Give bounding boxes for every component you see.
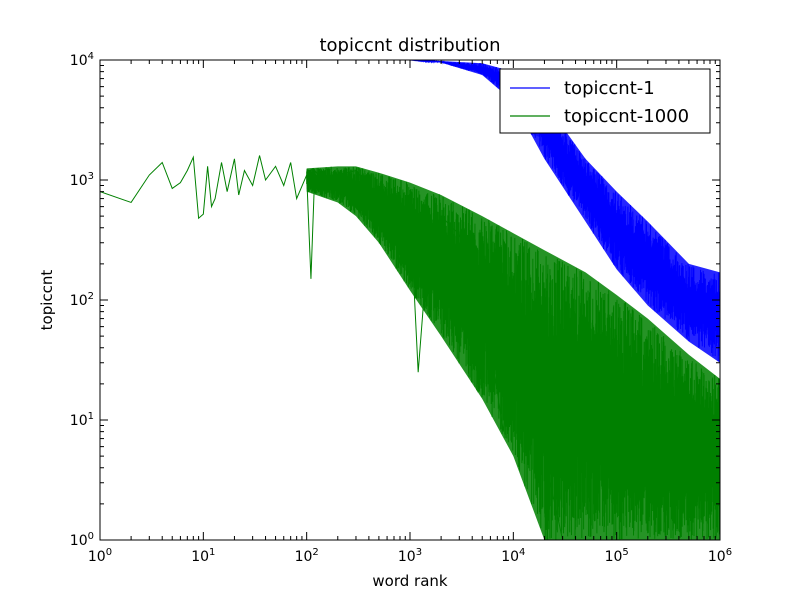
y-tick-label-3: 103 [70,171,94,189]
x-axis-label: word rank [372,572,448,590]
series-band-fill-0 [100,60,720,363]
series-band-fill-1 [306,166,720,540]
x-tick-label-3: 103 [398,547,422,565]
legend-label-1: topiccnt-1000 [564,106,689,127]
y-tick-label-2: 102 [70,291,94,309]
ticks-layer: 100 101 102 103 104 105 106 100 101 102 103 104 [70,51,732,565]
legend: topiccnt-1 topiccnt-1000 [499,68,711,134]
y-axis-label: topiccnt [38,270,56,331]
chart-title: topiccnt distribution [319,35,500,56]
x-tick-label-1: 101 [191,547,215,565]
plot-area: 100 101 102 103 104 105 106 100 101 102 103 104 [70,51,732,565]
y-tick-label-4: 104 [70,51,94,69]
x-tick-label-2: 102 [295,547,319,565]
y-tick-label-0: 100 [70,531,94,549]
legend-box [499,68,711,134]
series-line-1 [100,155,720,540]
x-tick-label-5: 105 [605,547,629,565]
y-tick-label-1: 101 [70,411,94,429]
x-tick-label-4: 104 [501,547,525,565]
series-layer [100,60,720,540]
x-tick-label-0: 100 [88,547,112,565]
x-tick-label-6: 106 [708,547,732,565]
legend-label-0: topiccnt-1 [564,78,655,99]
